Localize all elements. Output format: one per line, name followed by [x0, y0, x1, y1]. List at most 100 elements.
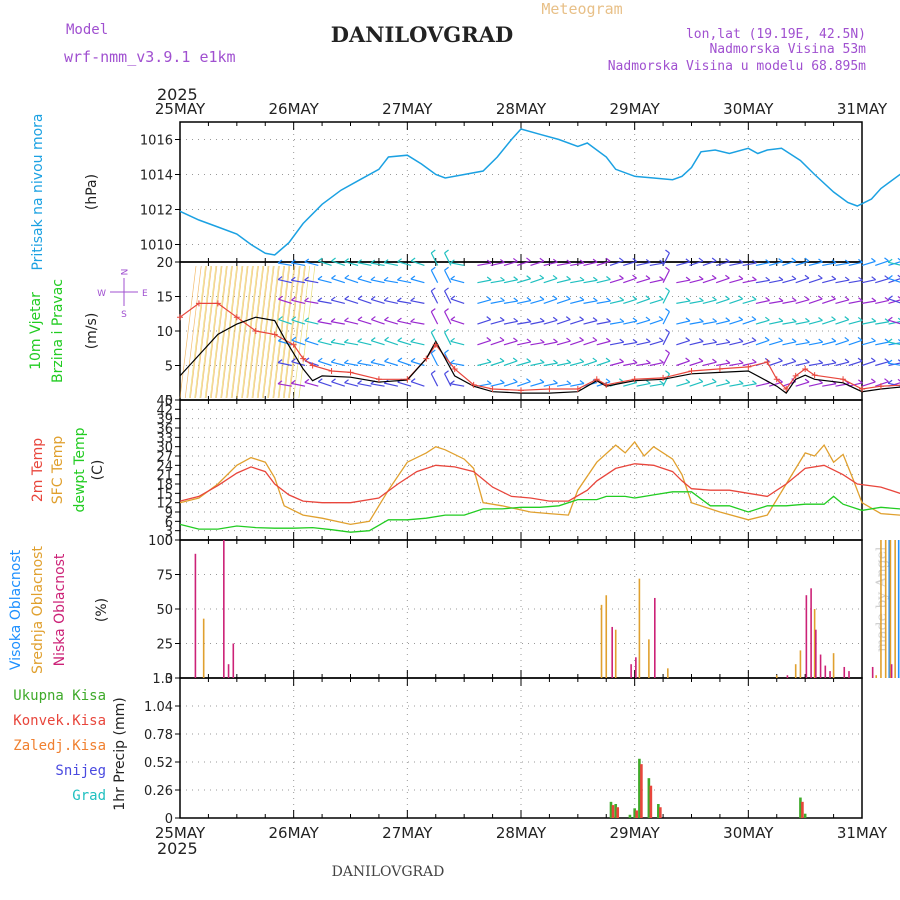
wind-barb-arrow	[543, 362, 558, 367]
wind-barb-head	[397, 258, 402, 263]
wind-barb-arrow	[543, 382, 558, 387]
wind-barb-arrow	[649, 262, 664, 267]
wind-barb-head	[619, 358, 624, 363]
precip-bar	[649, 785, 653, 818]
wind-barb-arrow	[477, 319, 491, 325]
wind-barb-head	[751, 337, 757, 342]
wind-hatch-line	[262, 265, 279, 399]
wind-barb-head	[539, 359, 545, 364]
wind-barb-head	[512, 378, 518, 383]
wind-barb-arrow	[330, 341, 345, 346]
wind-barb-arrow	[676, 261, 691, 267]
wind-hatch-line	[190, 265, 207, 399]
precip-bar	[633, 808, 636, 818]
wind-gust-marker	[840, 376, 847, 383]
wind-barb-head	[685, 317, 691, 322]
wind-barb-head	[539, 296, 545, 301]
wind-barb-head	[712, 296, 717, 301]
wind-barb-arrow	[755, 262, 770, 267]
wind-barb-head	[370, 316, 376, 321]
wind-barb-arrow	[861, 360, 876, 367]
wind-barb-arrow	[676, 320, 691, 325]
wind-barb-head	[397, 317, 402, 322]
wind-barb-head	[857, 357, 863, 362]
wind-barb-arrow	[861, 381, 876, 387]
wind-hatch-line	[278, 265, 296, 399]
wind-barb-head	[897, 359, 900, 362]
wind-barb-head	[818, 258, 823, 263]
wind-barb-head	[592, 258, 598, 263]
wind-barb-head	[888, 275, 893, 279]
wind-barb-head	[317, 275, 323, 280]
wind-barb-head	[444, 308, 449, 313]
wind-barb-arrow	[277, 262, 292, 267]
wind-ytick-label: 20	[156, 256, 173, 271]
wind-barb-arrow	[795, 381, 810, 387]
wind-barb-arrow	[662, 311, 670, 325]
wind-barb-head	[752, 276, 757, 281]
wind-barb-head	[738, 359, 744, 364]
cloud-ytick-label: 75	[156, 569, 173, 584]
wind-barb-head	[552, 316, 558, 321]
wind-hatch-line	[256, 265, 274, 399]
wind-barb-arrow	[397, 360, 412, 367]
wind-barb-arrow	[371, 340, 385, 346]
wind-barb-head	[764, 336, 770, 341]
compass-w-label: W	[97, 289, 106, 299]
wind-barb-arrow	[384, 339, 399, 346]
date-tick-top: 29MAY	[610, 100, 661, 118]
wind-barb-arrow	[291, 299, 306, 304]
wind-ytick-label: 15	[156, 291, 173, 306]
wind-barb-head	[450, 337, 455, 342]
wind-hatch-line	[204, 265, 222, 399]
wind-barb-arrow	[636, 341, 651, 346]
cloud-unit-label: (%)	[94, 598, 110, 622]
wind-barb-arrow	[795, 341, 810, 346]
wind-barb-head	[539, 257, 545, 262]
wind-gust-marker	[271, 331, 278, 338]
wind-barb-head	[699, 318, 704, 323]
wind-barb-head	[277, 276, 283, 281]
wind-barb-head	[765, 297, 770, 301]
wind-hatch-line	[216, 265, 233, 399]
wind-barb-head	[831, 359, 837, 364]
wind-barb-arrow	[649, 361, 664, 367]
wind-barb-arrow	[477, 361, 492, 367]
wind-barb-head	[499, 336, 505, 341]
wind-barb-arrow	[795, 299, 810, 304]
wind-barb-head	[778, 258, 783, 263]
wind-barb-head	[871, 276, 877, 281]
wind-barb-head	[344, 379, 349, 384]
wind-barb-head	[884, 378, 889, 383]
wind-gust-marker	[214, 300, 221, 307]
wind-barb-head	[831, 275, 837, 280]
wind-barb-arrow	[795, 320, 810, 325]
temp-unit-label: (C)	[90, 460, 106, 481]
wind-gust-marker	[195, 300, 202, 307]
wind-barb-arrow	[689, 300, 704, 304]
wind-barb-head	[592, 276, 598, 281]
wind-barb-head	[331, 378, 336, 383]
wind-barb-head	[897, 338, 900, 342]
wind-hatch-line	[184, 265, 202, 399]
wind-barb-arrow	[530, 362, 545, 367]
wind-barb-head	[579, 336, 584, 341]
wind-barb-head	[791, 338, 797, 343]
series-layer	[177, 128, 900, 818]
wind-barb-head	[539, 338, 545, 343]
wind-barb-head	[665, 328, 670, 333]
wind-barb-head	[304, 378, 310, 383]
wind-barb-head	[791, 297, 797, 302]
wind-barb-arrow	[444, 252, 452, 266]
wind-barb-arrow	[430, 373, 439, 387]
wind-barb-arrow	[808, 277, 823, 284]
wind-barb-head	[344, 258, 349, 263]
wind-barb-head	[444, 328, 449, 333]
wind-barb-head	[844, 296, 850, 301]
date-tick-bottom: 26MAY	[269, 824, 320, 842]
wind-barb-head	[857, 379, 863, 384]
wind-barb-head	[606, 275, 611, 280]
temp-ytick-label: 24	[156, 459, 173, 474]
wind-barb-arrow	[556, 383, 571, 387]
compass-n-label: N	[118, 269, 128, 276]
